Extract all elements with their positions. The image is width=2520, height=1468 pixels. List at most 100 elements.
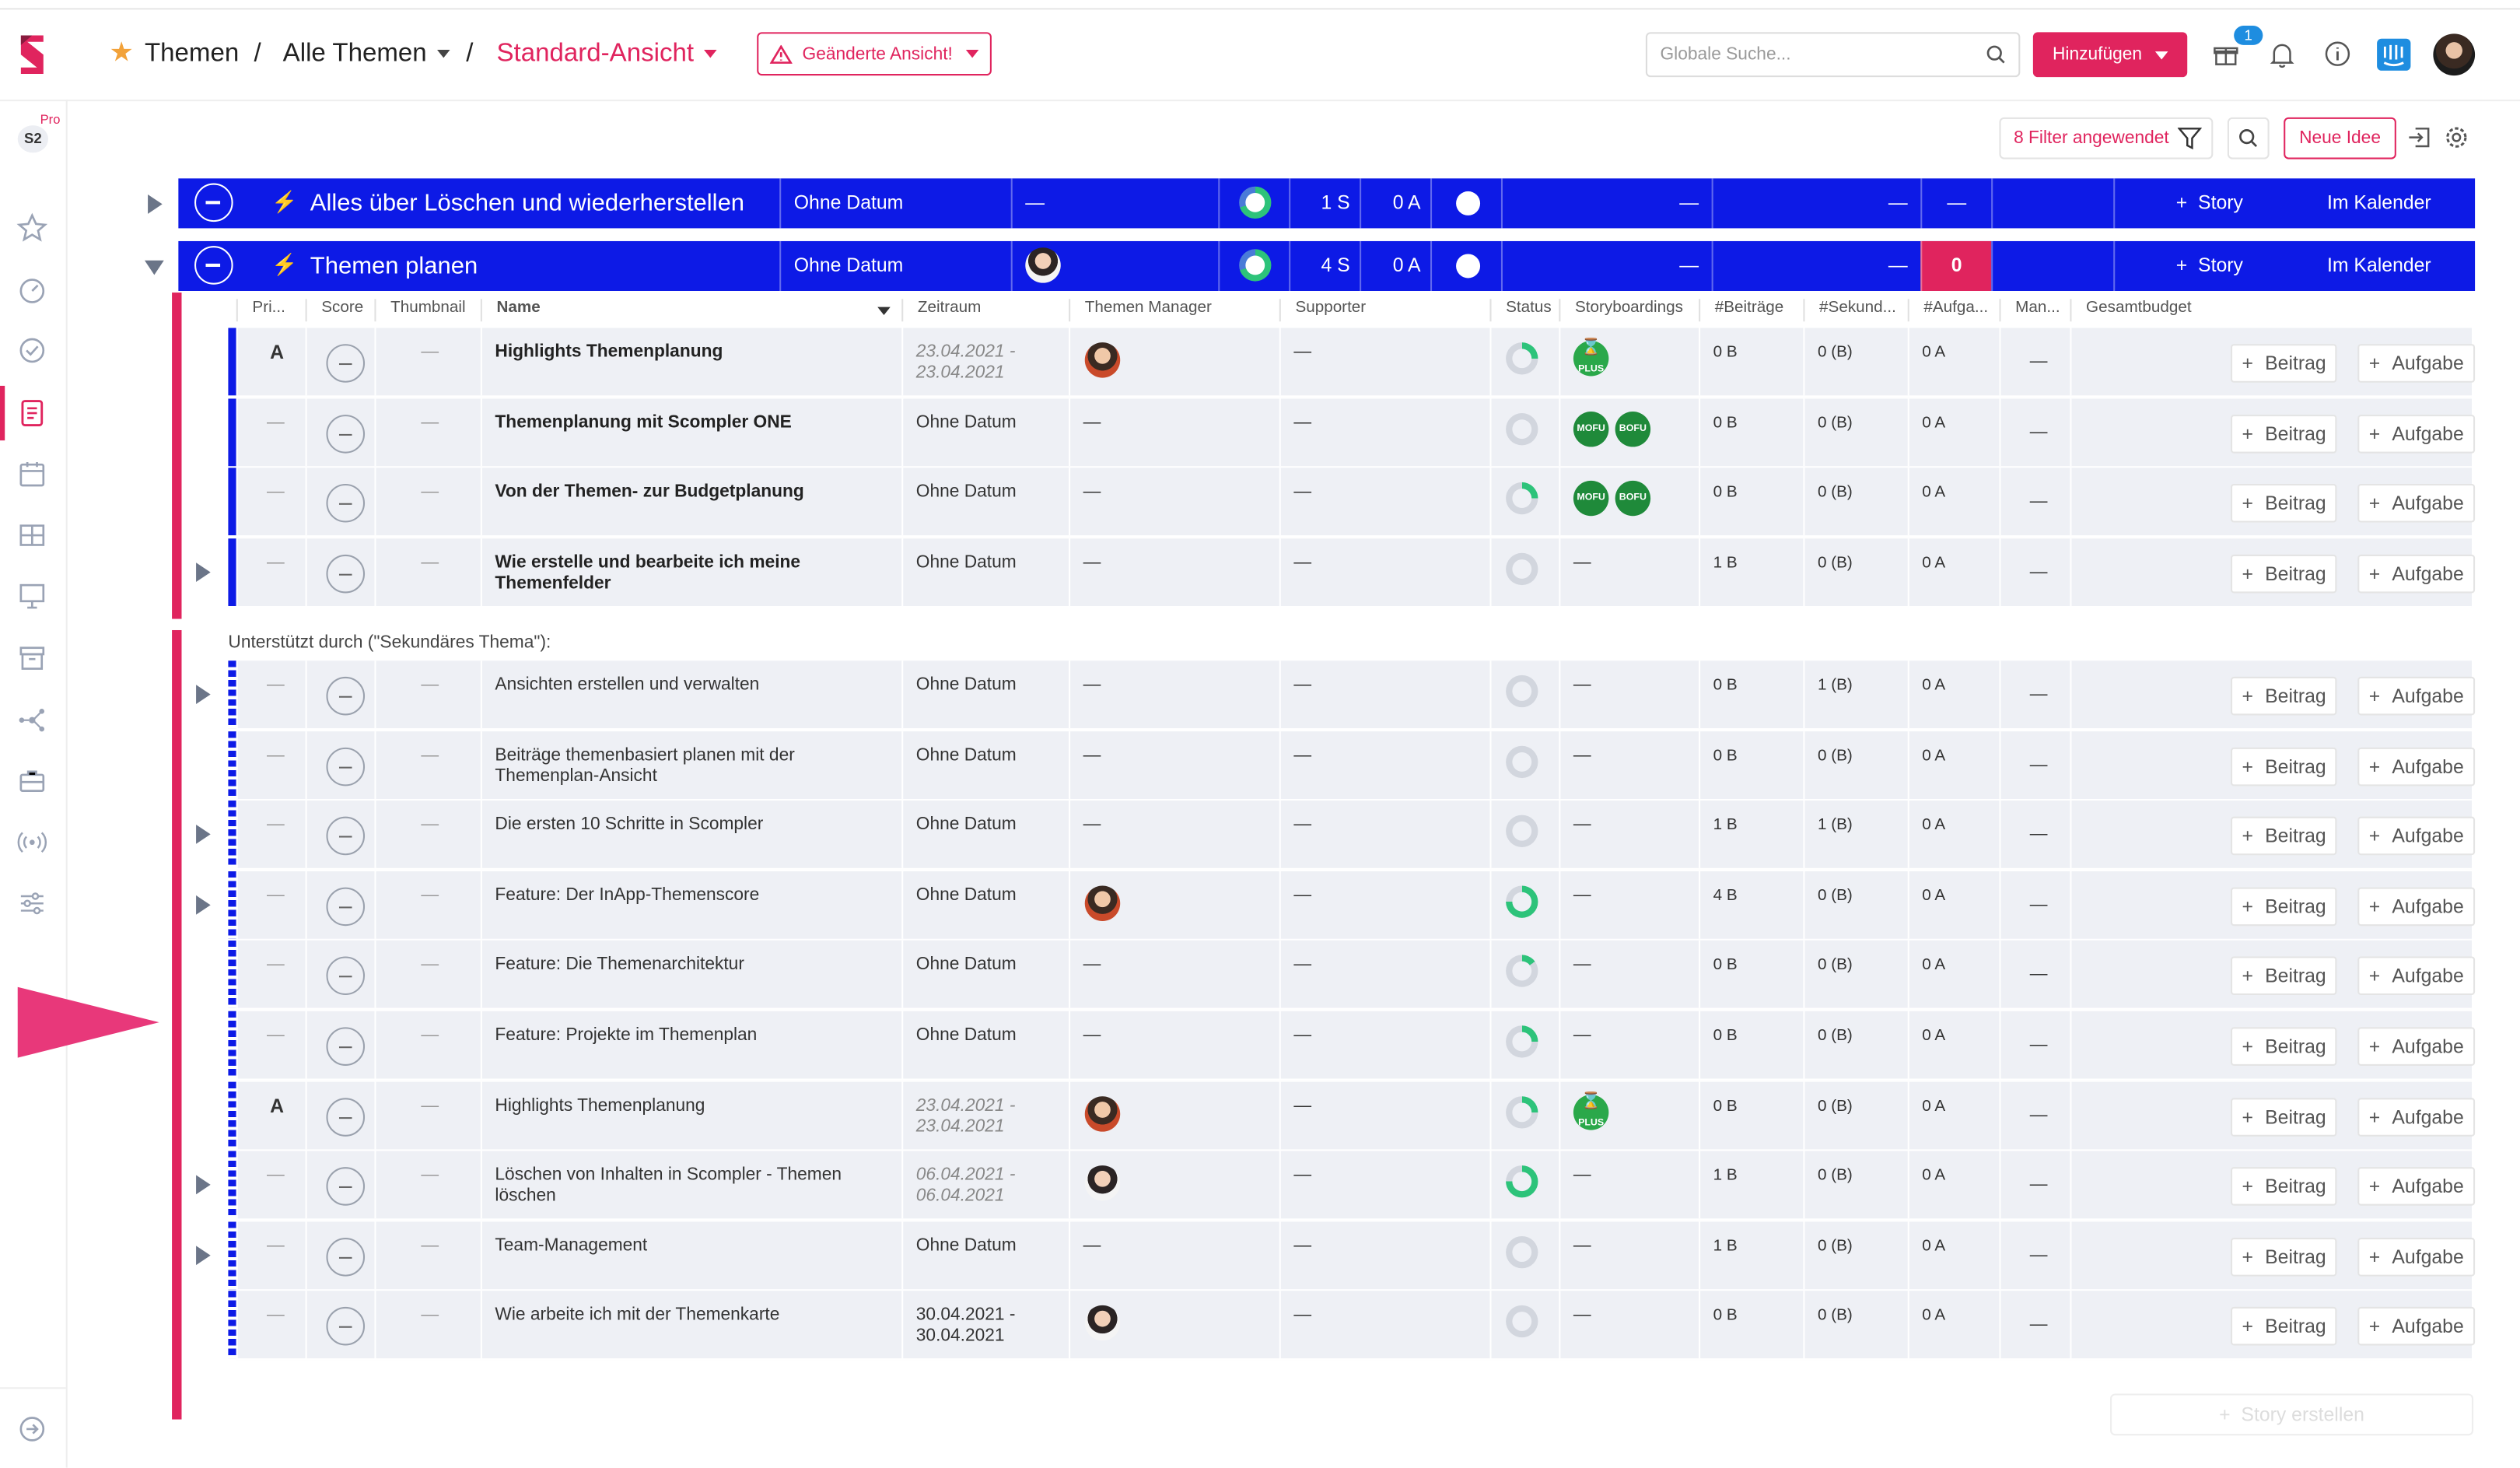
network-icon[interactable] xyxy=(16,704,48,736)
story-name[interactable]: Team-Management xyxy=(495,1235,648,1256)
user-avatar[interactable] xyxy=(2433,33,2476,76)
table-row[interactable]: A — Highlights Themenplanung 23.04.2021 -23… xyxy=(236,1081,2476,1151)
score-circle[interactable] xyxy=(326,484,366,523)
score-circle[interactable] xyxy=(326,887,366,926)
storyboarding-badge[interactable]: ⌛ PLUS xyxy=(1573,339,1609,377)
arrow-circle-icon[interactable] xyxy=(16,1413,48,1445)
gear-icon[interactable] xyxy=(2445,125,2469,149)
story-name[interactable]: Wie erstelle und bearbeite ich meine The… xyxy=(495,552,801,594)
story-name[interactable]: Highlights Themenplanung xyxy=(495,342,723,362)
storyboarding-badge[interactable]: BOFU xyxy=(1615,411,1651,447)
calendar-button[interactable]: Im Kalender xyxy=(2327,254,2431,277)
add-aufgabe-button[interactable]: + Aufgabe xyxy=(2357,817,2476,856)
search-button[interactable] xyxy=(2227,117,2270,159)
column-header-sekundaer[interactable]: #Sekund... xyxy=(1819,299,1896,317)
table-row[interactable]: — — Wie erstelle und bearbeite ich meine T… xyxy=(236,538,2476,608)
column-header-zeitraum[interactable]: Zeitraum xyxy=(917,299,982,317)
score-circle[interactable] xyxy=(326,746,366,786)
status-ring-icon[interactable] xyxy=(1506,955,1538,988)
topic-row[interactable]: ⚡ Themen planen Ohne Datum 4 S 0 A — — 0… xyxy=(178,240,2476,292)
column-header-aufgaben[interactable]: #Aufga... xyxy=(1923,299,1989,317)
export-icon[interactable] xyxy=(2407,125,2431,149)
status-ring-icon[interactable] xyxy=(1506,1305,1538,1338)
status-ring-icon[interactable] xyxy=(1506,1025,1538,1058)
status-ring-icon[interactable] xyxy=(1506,815,1538,848)
column-header-gesamtbudget[interactable]: Gesamtbudget xyxy=(2086,299,2192,317)
story-name[interactable]: Themenplanung mit Scompler ONE xyxy=(495,412,792,432)
calendar-icon[interactable] xyxy=(16,458,48,490)
add-beitrag-button[interactable]: + Beitrag xyxy=(2231,676,2338,716)
expand-row-toggle[interactable] xyxy=(196,1245,211,1265)
breadcrumb-themen[interactable]: Themen xyxy=(144,40,240,68)
table-row[interactable]: — — Feature: Projekte im Themenplan Ohne Da… xyxy=(236,1011,2476,1081)
column-header-manager[interactable]: Man... xyxy=(2015,299,2060,317)
add-aufgabe-button[interactable]: + Aufgabe xyxy=(2357,554,2476,594)
story-name[interactable]: Löschen von Inhalten in Scompler - Theme… xyxy=(495,1165,842,1207)
manager-avatar[interactable] xyxy=(1025,247,1061,283)
score-circle[interactable] xyxy=(326,554,366,594)
collapse-topic-toggle[interactable] xyxy=(144,260,164,275)
broadcast-icon[interactable] xyxy=(16,826,48,858)
add-aufgabe-button[interactable]: + Aufgabe xyxy=(2357,746,2476,786)
table-row[interactable]: A — Highlights Themenplanung 23.04.2021 -23… xyxy=(236,328,2476,398)
magic-wand-icon[interactable]: ⚡ xyxy=(271,252,298,277)
document-icon[interactable] xyxy=(16,397,48,429)
intercom-icon[interactable] xyxy=(2377,38,2411,71)
status-ring-icon[interactable] xyxy=(1506,674,1538,708)
grid-icon[interactable] xyxy=(16,519,48,551)
changed-view-button[interactable]: Geänderte Ansicht! xyxy=(757,32,992,76)
gauge-icon[interactable] xyxy=(16,273,48,305)
add-beitrag-button[interactable]: + Beitrag xyxy=(2231,1027,2338,1066)
status-ring-icon[interactable] xyxy=(1506,1095,1538,1128)
add-aufgabe-button[interactable]: + Aufgabe xyxy=(2357,1167,2476,1207)
magic-wand-icon[interactable]: ⚡ xyxy=(271,189,298,214)
score-circle[interactable] xyxy=(326,1097,366,1137)
add-aufgabe-button[interactable]: + Aufgabe xyxy=(2357,1027,2476,1066)
manager-avatar[interactable] xyxy=(1084,342,1121,378)
column-header-thumbnail[interactable]: Thumbnail xyxy=(390,299,466,317)
add-aufgabe-button[interactable]: + Aufgabe xyxy=(2357,344,2476,383)
score-circle[interactable] xyxy=(326,414,366,453)
add-aufgabe-button[interactable]: + Aufgabe xyxy=(2357,1097,2476,1137)
manager-avatar[interactable] xyxy=(1084,885,1121,921)
score-circle[interactable] xyxy=(326,676,366,716)
score-circle[interactable] xyxy=(194,246,233,285)
status-ring-icon[interactable] xyxy=(1506,412,1538,445)
favorite-star-icon[interactable]: ★ xyxy=(109,37,135,68)
add-beitrag-button[interactable]: + Beitrag xyxy=(2231,817,2338,856)
add-button[interactable]: Hinzufügen xyxy=(2032,32,2188,78)
table-row[interactable]: — — Von der Themen- zur Budgetplanung Ohne … xyxy=(236,468,2476,538)
story-name[interactable]: Beiträge themenbasiert planen mit der Th… xyxy=(495,745,795,786)
table-row[interactable]: — — Die ersten 10 Schritte in Scompler Ohne… xyxy=(236,801,2476,871)
add-aufgabe-button[interactable]: + Aufgabe xyxy=(2357,957,2476,996)
calendar-button[interactable]: Im Kalender xyxy=(2327,191,2431,214)
table-row[interactable]: — — Wie arbeite ich mit der Themenkarte 30.… xyxy=(236,1291,2476,1361)
add-aufgabe-button[interactable]: + Aufgabe xyxy=(2357,676,2476,716)
manager-avatar[interactable] xyxy=(1084,1095,1121,1131)
archive-icon[interactable] xyxy=(16,641,48,673)
expand-topic-toggle[interactable] xyxy=(148,194,163,214)
status-ring-icon[interactable] xyxy=(1506,1235,1538,1268)
table-row[interactable]: — — Feature: Die Themenarchitektur Ohne Dat… xyxy=(236,941,2476,1011)
breadcrumb-view[interactable]: Standard-Ansicht xyxy=(496,40,717,69)
sliders-icon[interactable] xyxy=(16,888,48,920)
add-story-button[interactable]: + Story xyxy=(2175,254,2243,277)
score-circle[interactable] xyxy=(326,957,366,996)
story-name[interactable]: Feature: Projekte im Themenplan xyxy=(495,1025,758,1046)
add-beitrag-button[interactable]: + Beitrag xyxy=(2231,484,2338,523)
column-header-status[interactable]: Status xyxy=(1506,299,1552,317)
table-row[interactable]: — — Feature: Der InApp-Themenscore Ohne Dat… xyxy=(236,871,2476,941)
column-header-storyboardings[interactable]: Storyboardings xyxy=(1574,299,1683,317)
add-aufgabe-button[interactable]: + Aufgabe xyxy=(2357,887,2476,926)
add-aufgabe-button[interactable]: + Aufgabe xyxy=(2357,484,2476,523)
table-row[interactable]: — — Themenplanung mit Scompler ONE Ohne Dat… xyxy=(236,398,2476,468)
presentation-icon[interactable] xyxy=(16,580,48,612)
add-story-button[interactable]: + Story xyxy=(2175,191,2243,214)
column-header-name[interactable]: Name xyxy=(496,299,541,317)
add-aufgabe-button[interactable]: + Aufgabe xyxy=(2357,1237,2476,1277)
score-circle[interactable] xyxy=(326,344,366,383)
global-search-input[interactable]: Globale Suche... xyxy=(1645,32,2021,78)
status-ring-icon[interactable] xyxy=(1506,1165,1538,1198)
topic-title[interactable]: Alles über Löschen und wiederherstellen xyxy=(310,189,745,217)
status-ring-icon[interactable] xyxy=(1506,745,1538,778)
